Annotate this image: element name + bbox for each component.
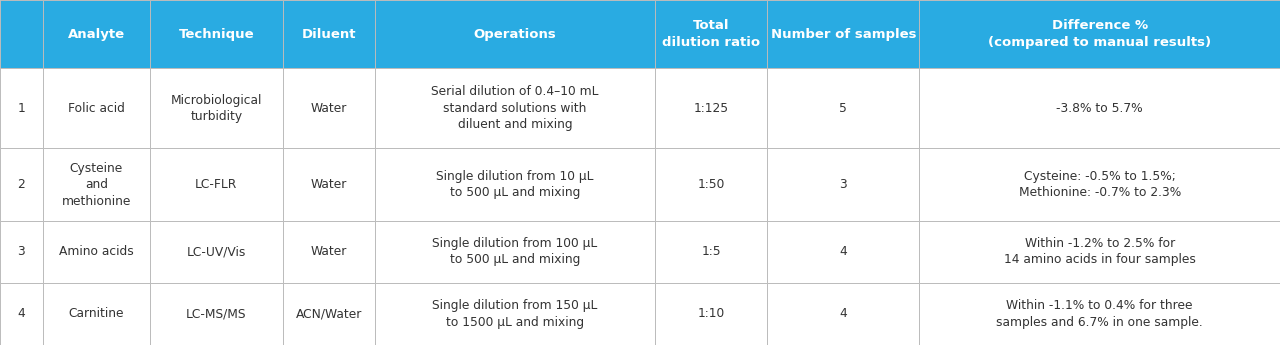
Bar: [919, 148, 1280, 221]
Bar: [0, 148, 42, 221]
Text: Amino acids: Amino acids: [59, 245, 133, 258]
Bar: [150, 148, 283, 221]
Bar: [283, 148, 375, 221]
Bar: [375, 0, 654, 68]
Text: Operations: Operations: [474, 28, 557, 41]
Bar: [150, 68, 283, 148]
Text: LC-FLR: LC-FLR: [196, 178, 238, 191]
Bar: [42, 283, 150, 345]
Bar: [283, 68, 375, 148]
Text: 3: 3: [840, 178, 847, 191]
Text: Number of samples: Number of samples: [771, 28, 916, 41]
Bar: [283, 283, 375, 345]
Text: 2: 2: [18, 178, 26, 191]
Bar: [0, 68, 42, 148]
Bar: [919, 68, 1280, 148]
Bar: [919, 283, 1280, 345]
Text: Single dilution from 100 μL
to 500 μL and mixing: Single dilution from 100 μL to 500 μL an…: [433, 237, 598, 266]
Text: Single dilution from 10 μL
to 500 μL and mixing: Single dilution from 10 μL to 500 μL and…: [436, 170, 594, 199]
Bar: [375, 148, 654, 221]
Text: Total
dilution ratio: Total dilution ratio: [662, 19, 760, 49]
Bar: [283, 221, 375, 283]
Bar: [0, 283, 42, 345]
Bar: [42, 68, 150, 148]
Text: Diluent: Diluent: [302, 28, 356, 41]
Text: 4: 4: [840, 307, 847, 321]
Text: 3: 3: [18, 245, 26, 258]
Text: Analyte: Analyte: [68, 28, 125, 41]
Bar: [767, 68, 919, 148]
Bar: [150, 0, 283, 68]
Bar: [0, 221, 42, 283]
Text: 1:10: 1:10: [698, 307, 724, 321]
Bar: [283, 0, 375, 68]
Text: 1:5: 1:5: [701, 245, 721, 258]
Text: 4: 4: [18, 307, 26, 321]
Bar: [375, 221, 654, 283]
Text: 1:50: 1:50: [698, 178, 724, 191]
Bar: [654, 221, 767, 283]
Bar: [767, 0, 919, 68]
Bar: [654, 283, 767, 345]
Bar: [654, 148, 767, 221]
Bar: [150, 283, 283, 345]
Text: Technique: Technique: [178, 28, 255, 41]
Text: -3.8% to 5.7%: -3.8% to 5.7%: [1056, 102, 1143, 115]
Bar: [767, 221, 919, 283]
Text: Difference %
(compared to manual results): Difference % (compared to manual results…: [988, 19, 1211, 49]
Text: LC-UV/Vis: LC-UV/Vis: [187, 245, 246, 258]
Bar: [654, 0, 767, 68]
Bar: [42, 221, 150, 283]
Text: Carnitine: Carnitine: [69, 307, 124, 321]
Text: Folic acid: Folic acid: [68, 102, 124, 115]
Bar: [0, 0, 42, 68]
Bar: [767, 148, 919, 221]
Bar: [767, 283, 919, 345]
Bar: [375, 283, 654, 345]
Text: LC-MS/MS: LC-MS/MS: [186, 307, 247, 321]
Text: 1: 1: [18, 102, 26, 115]
Text: 1:125: 1:125: [694, 102, 728, 115]
Text: Serial dilution of 0.4–10 mL
standard solutions with
diluent and mixing: Serial dilution of 0.4–10 mL standard so…: [431, 85, 599, 131]
Text: Microbiological
turbidity: Microbiological turbidity: [170, 93, 262, 123]
Bar: [150, 221, 283, 283]
Text: Water: Water: [311, 178, 347, 191]
Bar: [654, 68, 767, 148]
Text: Within -1.1% to 0.4% for three
samples and 6.7% in one sample.: Within -1.1% to 0.4% for three samples a…: [996, 299, 1203, 329]
Bar: [42, 148, 150, 221]
Text: 5: 5: [840, 102, 847, 115]
Bar: [375, 68, 654, 148]
Text: Single dilution from 150 μL
to 1500 μL and mixing: Single dilution from 150 μL to 1500 μL a…: [433, 299, 598, 329]
Text: Within -1.2% to 2.5% for
14 amino acids in four samples: Within -1.2% to 2.5% for 14 amino acids …: [1004, 237, 1196, 266]
Bar: [919, 0, 1280, 68]
Text: Cysteine
and
methionine: Cysteine and methionine: [61, 161, 131, 208]
Bar: [42, 0, 150, 68]
Bar: [919, 221, 1280, 283]
Text: 4: 4: [840, 245, 847, 258]
Text: Cysteine: -0.5% to 1.5%;
Methionine: -0.7% to 2.3%: Cysteine: -0.5% to 1.5%; Methionine: -0.…: [1019, 170, 1181, 199]
Text: ACN/Water: ACN/Water: [296, 307, 362, 321]
Text: Water: Water: [311, 245, 347, 258]
Text: Water: Water: [311, 102, 347, 115]
